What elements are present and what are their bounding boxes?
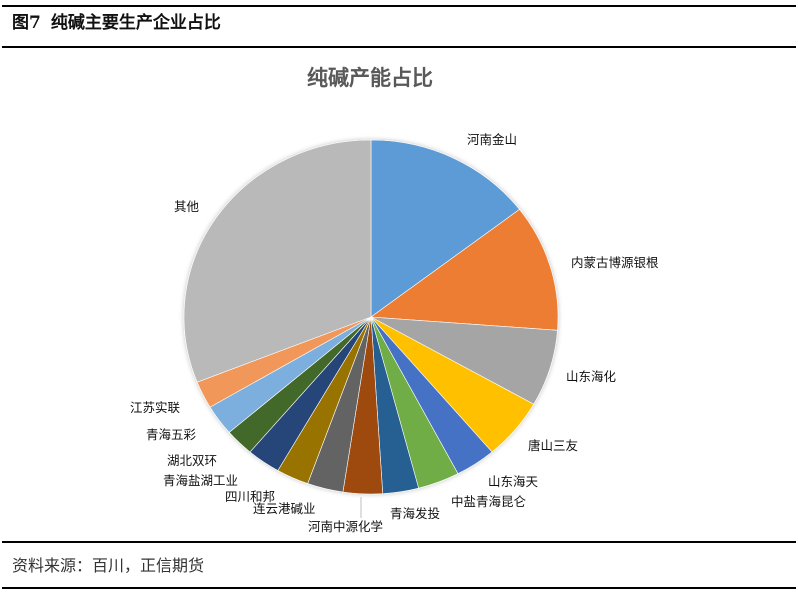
header-bottom-rule — [2, 46, 796, 48]
slice-label: 湖北双环 — [167, 453, 218, 468]
pie-slice-15 — [183, 139, 372, 383]
slice-label: 中盐青海昆仑 — [451, 494, 527, 509]
slice-label: 唐山三友 — [528, 438, 579, 453]
slice-label: 青海盐湖工业 — [163, 473, 239, 488]
slice-label: 四川和邦 — [225, 489, 276, 504]
pie-slice-1 — [370, 139, 520, 318]
slice-label: 内蒙古博源银根 — [571, 255, 659, 270]
slice-label: 江苏实联 — [130, 400, 181, 415]
slice-label: 山东海化 — [566, 369, 617, 384]
figure-number: 图7 — [12, 13, 41, 33]
pie-slice-2 — [370, 208, 559, 331]
figure-title: 纯碱主要生产企业占比 — [50, 13, 221, 33]
source-note: 资料来源：百川，正信期货 — [12, 556, 205, 575]
slice-label: 其他 — [174, 199, 200, 214]
slice-label: 青海发投 — [390, 506, 441, 521]
slice-label: 河南金山 — [467, 132, 518, 147]
top-rule — [2, 5, 796, 7]
slice-label: 山东海天 — [488, 474, 539, 489]
figure-header: 图7 纯碱主要生产企业占比 — [12, 8, 221, 38]
slice-label: 青海五彩 — [146, 427, 197, 442]
chart-title: 纯碱产能占比 — [307, 66, 433, 90]
bottom-rule — [2, 587, 796, 589]
slice-label: 河南中源化学 — [308, 519, 384, 534]
slice-label: 连云港碱业 — [253, 501, 316, 516]
source-top-rule — [2, 541, 796, 543]
